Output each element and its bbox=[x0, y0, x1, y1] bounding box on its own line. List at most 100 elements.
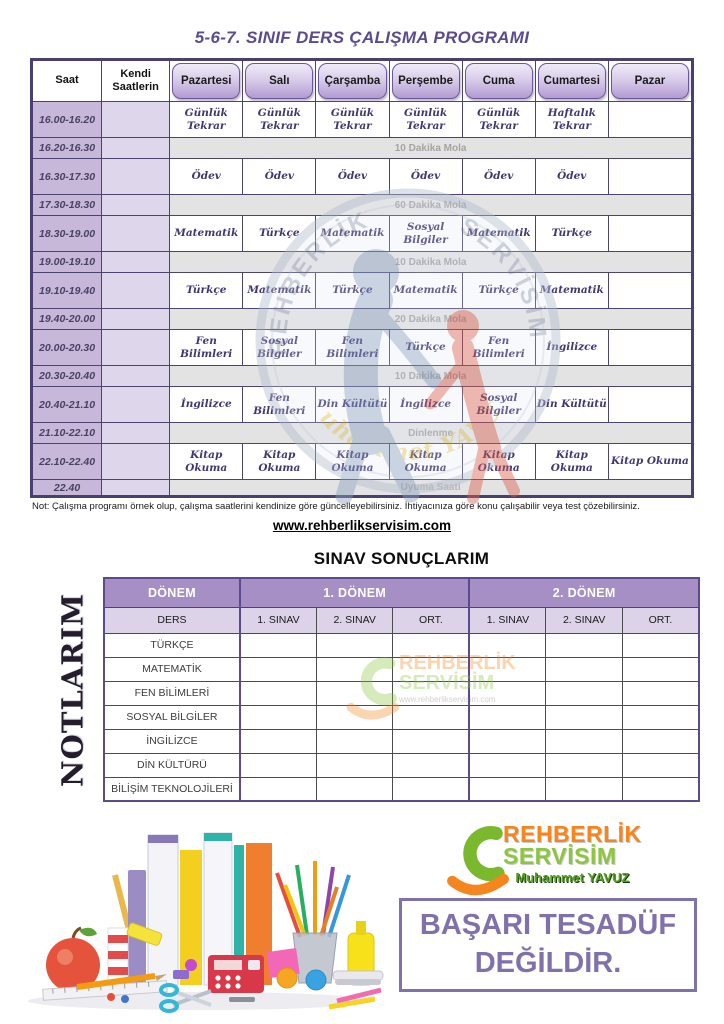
time-cell: 16.30-17.30 bbox=[30, 158, 103, 195]
exam-score-cell bbox=[315, 632, 394, 658]
time-cell: 19.40-20.00 bbox=[30, 308, 103, 330]
subject-cell: Türkçe bbox=[388, 329, 463, 366]
exam-subheader-cell: 1. SINAV bbox=[238, 606, 317, 634]
subject-cell: İngilizce bbox=[388, 386, 463, 423]
exam-score-cell bbox=[545, 776, 623, 802]
exam-score-cell bbox=[315, 752, 394, 778]
exam-score-cell bbox=[621, 704, 700, 730]
quote-box: BAŞARI TESADÜF DEĞİLDİR. bbox=[399, 898, 697, 992]
time-cell: 22.40 bbox=[30, 479, 103, 497]
time-cell: 16.00-16.20 bbox=[30, 101, 103, 138]
own-times-column-header: Kendi Saatlerin bbox=[101, 59, 171, 102]
break-cell: 20 Dakika Mola bbox=[169, 308, 693, 330]
exam-score-cell bbox=[315, 704, 394, 730]
time-cell: 21.10-22.10 bbox=[30, 422, 103, 444]
exam-course-header: DERS bbox=[103, 606, 241, 634]
exam-score-cell bbox=[545, 752, 623, 778]
subject-cell: Matematik bbox=[315, 215, 390, 252]
subject-cell bbox=[607, 386, 694, 423]
exam-score-cell bbox=[315, 728, 394, 754]
exam-score-cell bbox=[545, 728, 623, 754]
exam-course-label: DİN KÜLTÜRÜ bbox=[103, 752, 241, 778]
exam-score-cell bbox=[315, 776, 394, 802]
exam-course-label: MATEMATİK bbox=[103, 656, 241, 682]
page-title: 5-6-7. SINIF DERS ÇALIŞMA PROGRAMI bbox=[194, 28, 530, 47]
subject-cell: Fen Bilimleri bbox=[242, 386, 317, 423]
subject-cell: Ödev bbox=[388, 158, 463, 195]
own-time-cell bbox=[101, 137, 171, 159]
subject-cell: İngilizce bbox=[534, 329, 609, 366]
time-column-header: Saat bbox=[30, 59, 103, 102]
exam-subheader-cell: ORT. bbox=[621, 606, 700, 634]
subject-cell: Sosyal Bilgiler bbox=[388, 215, 463, 252]
subject-cell: Matematik bbox=[169, 215, 244, 252]
exam-score-cell bbox=[238, 704, 317, 730]
time-cell: 19.00-19.10 bbox=[30, 251, 103, 273]
subject-cell: Kitap Okuma bbox=[169, 443, 244, 480]
subject-cell: Ödev bbox=[534, 158, 609, 195]
exam-score-cell bbox=[392, 704, 470, 730]
subject-cell bbox=[607, 329, 694, 366]
day-header: Pazar bbox=[607, 59, 694, 102]
exam-score-cell bbox=[545, 680, 623, 706]
subject-cell: Kitap Okuma bbox=[461, 443, 536, 480]
scissors-icon bbox=[159, 983, 212, 1013]
own-time-cell bbox=[101, 251, 171, 273]
subject-cell: Günlük Tekrar bbox=[242, 101, 317, 138]
own-time-cell bbox=[101, 272, 171, 309]
schedule-table: Saat Kendi Saatlerin Pazartesi Salı Çarşamba… bbox=[30, 58, 694, 505]
exam-score-cell bbox=[392, 632, 470, 658]
subject-cell bbox=[607, 101, 694, 138]
day-header: Pazartesi bbox=[169, 59, 244, 102]
time-cell: 17.30-18.30 bbox=[30, 194, 103, 216]
subject-cell: Kitap Okuma bbox=[534, 443, 609, 480]
exam-results-table: DÖNEM 1. DÖNEM 2. DÖNEM DERS 1. SINAV 2. SINA… bbox=[103, 577, 700, 802]
subject-cell: Kitap Okuma bbox=[607, 443, 694, 480]
day-header: Cuma bbox=[461, 59, 536, 102]
subject-cell: Fen Bilimleri bbox=[461, 329, 536, 366]
subject-cell: Türkçe bbox=[461, 272, 536, 309]
time-cell: 22.10-22.40 bbox=[30, 443, 103, 480]
brand-line1: REHBERLİK bbox=[503, 821, 642, 847]
exam-section-title: SINAV SONUÇLARIM bbox=[313, 549, 490, 568]
day-header: Çarşamba bbox=[315, 59, 390, 102]
own-time-cell bbox=[101, 215, 171, 252]
subject-cell: Fen Bilimleri bbox=[315, 329, 390, 366]
exam-course-label: FEN BİLİMLERİ bbox=[103, 680, 241, 706]
subject-cell: Din Kültütü bbox=[534, 386, 609, 423]
exam-score-cell bbox=[468, 704, 547, 730]
schedule-note: Not: Çalışma programı örnek olup, çalışm… bbox=[32, 501, 640, 512]
subject-cell: Fen Bilimleri bbox=[169, 329, 244, 366]
exam-course-label: BİLİŞİM TEKNOLOJİLERİ bbox=[103, 776, 241, 802]
subject-cell: Türkçe bbox=[242, 215, 317, 252]
day-header-button: Cumartesi bbox=[537, 63, 606, 99]
exam-course-label: İNGİLİZCE bbox=[103, 728, 241, 754]
own-time-cell bbox=[101, 158, 171, 195]
subject-cell: Günlük Tekrar bbox=[388, 101, 463, 138]
quote-line2: DEĞİLDİR. bbox=[474, 947, 622, 979]
subject-cell: İngilizce bbox=[169, 386, 244, 423]
time-cell: 18.30-19.00 bbox=[30, 215, 103, 252]
exam-subheader-cell: ORT. bbox=[392, 606, 470, 634]
brand-line2: SERVİSİM bbox=[503, 842, 617, 869]
subject-cell: Günlük Tekrar bbox=[461, 101, 536, 138]
subject-cell: Kitap Okuma bbox=[242, 443, 317, 480]
exam-score-cell bbox=[238, 680, 317, 706]
exam-course-label: TÜRKÇE bbox=[103, 632, 241, 658]
subject-cell: Günlük Tekrar bbox=[315, 101, 390, 138]
exam-score-cell bbox=[621, 632, 700, 658]
exam-score-cell bbox=[545, 632, 623, 658]
exam-score-cell bbox=[621, 752, 700, 778]
subject-cell: Günlük Tekrar bbox=[169, 101, 244, 138]
exam-score-cell bbox=[545, 704, 623, 730]
exam-score-cell bbox=[545, 656, 623, 682]
day-header-button: Cuma bbox=[464, 63, 533, 99]
day-header: Cumartesi bbox=[534, 59, 609, 102]
school-supplies-photo bbox=[28, 832, 384, 1013]
website-link[interactable]: www.rehberlikservisim.com bbox=[272, 518, 452, 533]
time-cell: 20.40-21.10 bbox=[30, 386, 103, 423]
own-time-cell bbox=[101, 101, 171, 138]
time-cell: 20.30-20.40 bbox=[30, 365, 103, 387]
subject-cell: Kitap Okuma bbox=[388, 443, 463, 480]
